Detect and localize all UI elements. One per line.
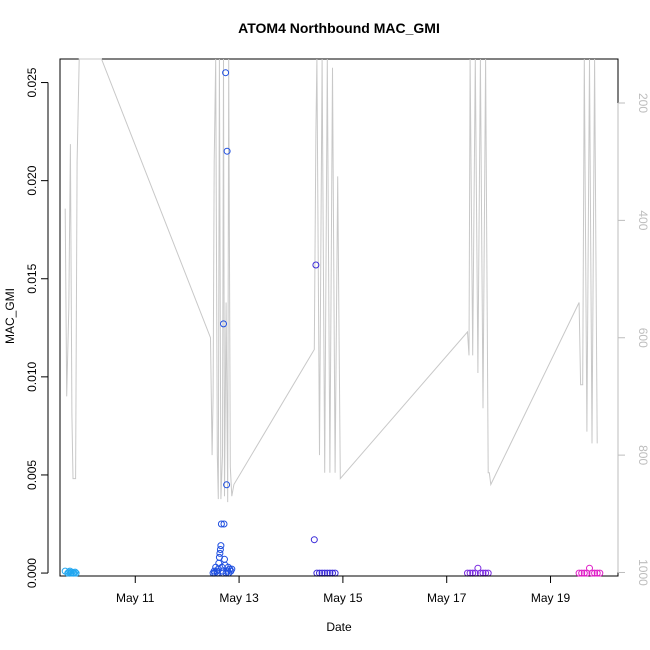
- x-axis-bottom: May 11 May 13 May 15 May 17 May 19: [116, 575, 571, 605]
- y-tick-label: 0.005: [25, 460, 39, 490]
- x-tick-label: May 11: [116, 591, 155, 605]
- data-point: [223, 481, 231, 489]
- y-axis-label: MAC_GMI: [3, 288, 17, 344]
- data-point: [220, 320, 227, 328]
- x-axis-label: Date: [326, 620, 352, 634]
- x-tick-label: May 15: [323, 591, 363, 605]
- x-tick-label: May 17: [427, 591, 467, 605]
- data-point: [215, 559, 223, 567]
- x-tick-label: May 19: [531, 591, 571, 605]
- y-axis-left: 0.000 0.005 0.010 0.015 0.020 0.025: [25, 67, 49, 588]
- data-point: [591, 569, 599, 577]
- data-point: [312, 261, 320, 269]
- right-tick-label: 600: [636, 328, 650, 348]
- points-layer: [61, 69, 604, 577]
- data-point: [228, 565, 236, 573]
- y-tick-label: 0.000: [25, 558, 39, 588]
- data-point: [217, 542, 225, 550]
- secondary-line: [64, 58, 598, 503]
- data-point: [70, 569, 78, 577]
- data-point: [72, 569, 80, 577]
- data-point: [67, 569, 75, 577]
- data-point: [71, 568, 79, 576]
- right-tick-label: 1000: [636, 559, 650, 586]
- y-tick-label: 0.025: [25, 67, 39, 97]
- data-point: [596, 569, 604, 577]
- data-point: [222, 69, 230, 77]
- data-point: [580, 569, 588, 577]
- data-point: [220, 520, 228, 528]
- data-point: [221, 555, 228, 563]
- data-point: [216, 546, 224, 553]
- y-axis-right: 200 400 600 800 1000: [617, 93, 650, 586]
- right-tick-label: 200: [636, 93, 650, 113]
- chart-title: ATOM4 Northbound MAC_GMI: [238, 20, 440, 36]
- right-tick-label: 400: [636, 210, 650, 230]
- y-tick-label: 0.015: [25, 263, 39, 293]
- data-point: [310, 536, 318, 544]
- right-tick-label: 800: [636, 445, 650, 465]
- data-point: [588, 569, 596, 577]
- data-point: [223, 147, 231, 155]
- y-tick-label: 0.010: [25, 362, 39, 392]
- secondary-line-layer: [64, 58, 598, 503]
- data-point: [217, 520, 225, 528]
- data-point: [216, 549, 224, 557]
- x-tick-label: May 13: [219, 591, 259, 605]
- data-point: [575, 569, 583, 577]
- data-point: [593, 569, 601, 577]
- data-point: [578, 569, 586, 577]
- y-tick-label: 0.020: [25, 165, 39, 195]
